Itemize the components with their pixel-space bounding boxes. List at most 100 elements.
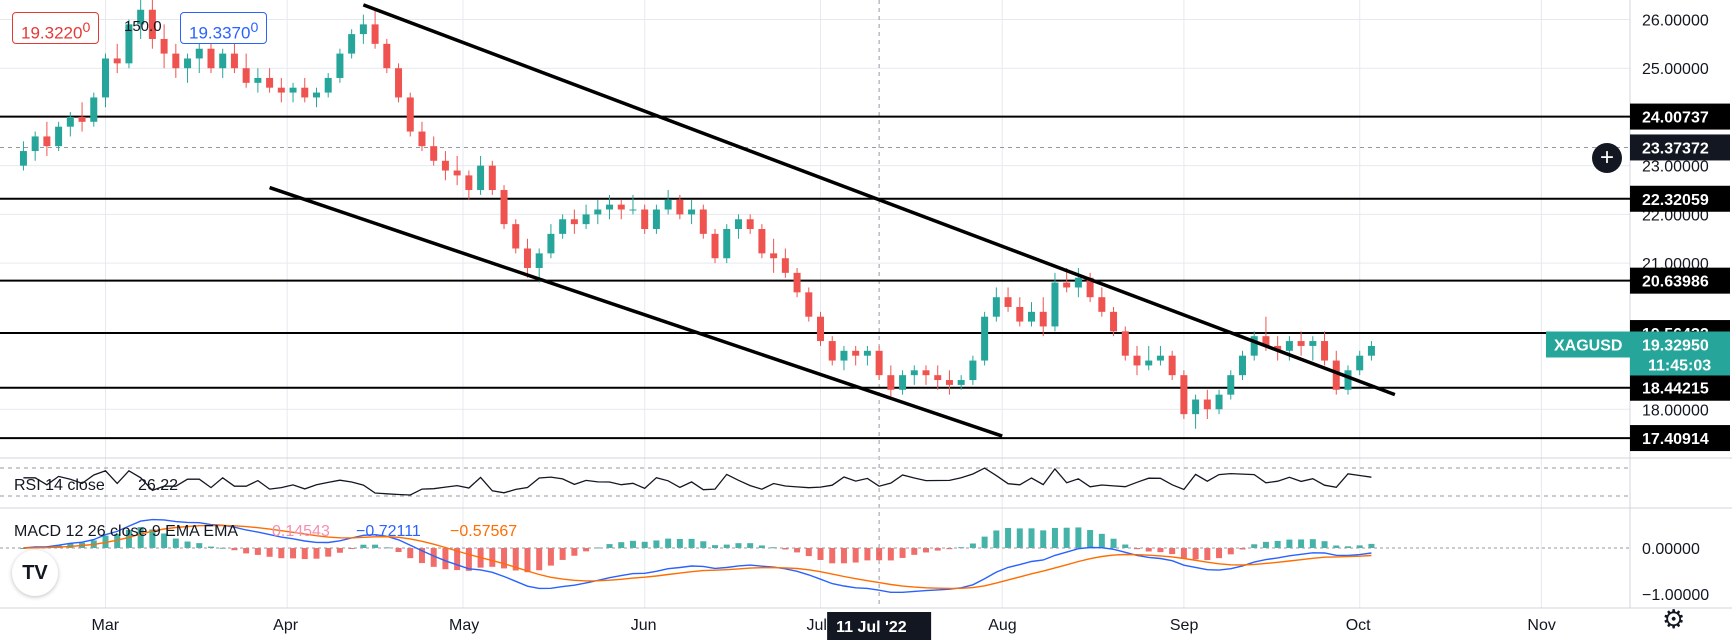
macd-histogram-bar xyxy=(395,548,402,553)
candle-body xyxy=(899,375,907,390)
macd-histogram-bar xyxy=(1040,530,1047,548)
candle-body xyxy=(1215,394,1223,410)
macd-histogram-bar xyxy=(1028,528,1035,548)
macd-histogram-bar xyxy=(1286,539,1293,548)
candle-body xyxy=(277,87,285,93)
trendline xyxy=(362,3,1396,397)
countdown-text: 11:45:03 xyxy=(1648,357,1711,374)
signal-line xyxy=(23,524,1372,590)
add-alert-plus-icon[interactable]: + xyxy=(1592,143,1622,173)
macd-histogram-bar xyxy=(594,547,601,549)
macd-histogram-bar xyxy=(1309,539,1316,548)
macd-histogram-bar xyxy=(559,548,566,560)
macd-histogram-bar xyxy=(231,548,238,551)
candle-body xyxy=(1086,277,1094,298)
candle-body xyxy=(1180,375,1188,415)
macd-histogram-bar xyxy=(278,548,285,559)
candle-body xyxy=(230,53,238,69)
macd-histogram-bar xyxy=(442,548,449,570)
level-tag xyxy=(1630,425,1730,452)
candle-body xyxy=(910,370,918,376)
candle-body xyxy=(254,77,262,83)
candle-body xyxy=(1238,355,1246,376)
candle-body xyxy=(793,272,801,293)
macd-histogram-bar xyxy=(430,548,437,567)
candle-body xyxy=(125,24,133,64)
level-tag-text: 24.00737 xyxy=(1642,110,1709,127)
macd-histogram-bar xyxy=(1239,548,1246,550)
candle-body xyxy=(31,136,39,152)
candle-body xyxy=(101,58,109,98)
macd-histogram-bar xyxy=(184,541,191,548)
macd-histogram-bar xyxy=(1180,548,1187,559)
candle-body xyxy=(817,316,825,342)
candle-body xyxy=(652,209,660,229)
candle-body xyxy=(1192,399,1200,415)
candle-body xyxy=(746,219,754,229)
macd-histogram-bar xyxy=(1133,548,1140,550)
macd-histogram-bar xyxy=(407,548,414,559)
level-tag-text: 22.32059 xyxy=(1642,192,1709,209)
price-tick-label: 25.00000 xyxy=(1642,61,1709,78)
macd-histogram-bar xyxy=(864,548,871,561)
candle-body xyxy=(1367,345,1375,356)
candle-body xyxy=(1156,355,1164,361)
candle-body xyxy=(723,229,731,259)
macd-histogram-bar xyxy=(981,536,988,548)
macd-tick-label: 0.00000 xyxy=(1642,541,1700,558)
candles xyxy=(19,0,1375,429)
crosshair-price-tag xyxy=(1630,134,1730,161)
grid xyxy=(0,0,1732,608)
candle-body xyxy=(922,370,930,376)
ask-price-badge[interactable]: 19.33700 xyxy=(180,12,268,44)
candle-body xyxy=(1297,341,1305,346)
macd-histogram-bar xyxy=(512,548,519,571)
candle-body xyxy=(606,204,614,210)
candle-body xyxy=(1250,336,1258,356)
macd-histogram-bar xyxy=(993,530,1000,548)
candle-body xyxy=(734,219,742,229)
candle-body xyxy=(863,350,871,356)
macd-line xyxy=(23,518,1372,593)
macd-pane: MACD 12 26 close 9 EMA EMA 0.14543 −0.7211… xyxy=(0,518,1630,593)
time-tick-label: Aug xyxy=(988,617,1016,634)
symbol-tag xyxy=(1546,331,1630,358)
time-tick-label: May xyxy=(449,617,479,634)
macd-histogram-bar xyxy=(934,548,941,551)
candle-body xyxy=(981,316,989,361)
macd-histogram-bar xyxy=(712,545,719,548)
macd-histogram-bar xyxy=(1145,548,1152,552)
macd-histogram-bar xyxy=(1016,528,1023,548)
trendlines xyxy=(269,3,1396,438)
candle-body xyxy=(1098,297,1106,312)
macd-histogram-bar xyxy=(1227,548,1234,555)
bid-price-badge[interactable]: 19.32200 xyxy=(12,12,100,44)
candle-body xyxy=(219,53,227,69)
macd-histogram-bar xyxy=(1274,540,1281,548)
candle-body xyxy=(758,229,766,254)
macd-histogram-bar xyxy=(418,548,425,564)
macd-histogram-bar xyxy=(641,541,648,548)
bid-value: 19.3220 xyxy=(21,23,83,43)
candle-body xyxy=(195,48,203,59)
horizontal-levels xyxy=(0,115,1630,440)
candle-body xyxy=(1074,277,1082,288)
candle-body xyxy=(184,58,192,69)
price-axis: 26.0000025.0000023.0000022.0000021.00000… xyxy=(1546,12,1730,604)
candle-body xyxy=(1145,360,1153,366)
level-tag-text: 20.63986 xyxy=(1642,274,1709,291)
candle-body xyxy=(945,380,953,385)
settings-gear-icon[interactable]: ⚙ xyxy=(1662,604,1686,634)
macd-histogram-bar xyxy=(149,529,156,548)
crosshair-date-text: 11 Jul '22 xyxy=(836,619,907,636)
macd-histogram-bar xyxy=(172,538,179,548)
candle-body xyxy=(465,175,473,191)
tradingview-logo-icon[interactable]: TV xyxy=(12,550,58,596)
candle-body xyxy=(1039,311,1047,327)
candle-body xyxy=(406,97,414,132)
macd-histogram-bar xyxy=(805,548,812,557)
price-tick-label: 18.00000 xyxy=(1642,402,1709,419)
candle-body xyxy=(90,97,98,122)
macd-histogram-bar xyxy=(1262,541,1269,548)
